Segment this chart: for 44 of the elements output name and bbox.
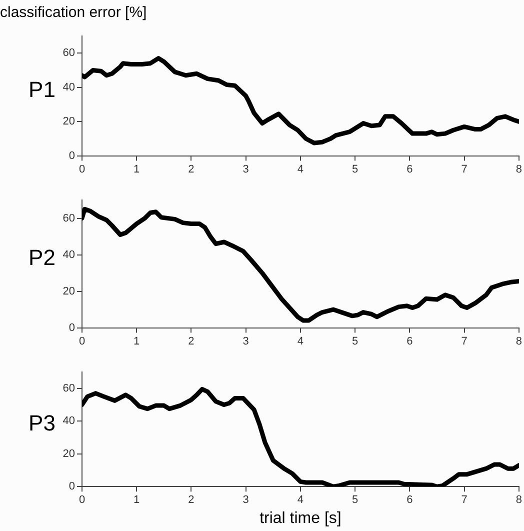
x-tick-label: 1 (134, 494, 140, 506)
x-tick-label: 5 (352, 335, 358, 348)
y-axis-title: P2 (28, 244, 56, 270)
y-tick-label: 60 (62, 382, 75, 394)
x-tick-label: 2 (188, 335, 194, 348)
x-tick-label: 4 (297, 494, 304, 506)
x-tick-label: 7 (461, 163, 468, 176)
x-tick-label: 5 (352, 163, 358, 176)
x-tick-label: 6 (406, 163, 413, 176)
y-tick-label: 0 (68, 150, 75, 162)
x-tick-label: 4 (297, 335, 304, 348)
x-tick-label: 4 (297, 163, 304, 176)
x-tick-label: 3 (242, 163, 249, 176)
x-tick-label: 2 (188, 163, 194, 176)
x-tick-label: 0 (78, 494, 86, 506)
x-tick-label: 6 (406, 335, 413, 348)
x-tick-label: 3 (242, 335, 249, 348)
chart-title: classification error [%] (0, 4, 147, 22)
x-tick-label: 5 (352, 494, 358, 506)
y-tick-label: 20 (62, 448, 75, 460)
x-tick-label: 8 (516, 335, 522, 348)
y-tick-label: 40 (62, 415, 75, 428)
x-tick-label: 8 (516, 163, 522, 176)
y-tick-label: 0 (68, 322, 75, 334)
y-tick-label: 20 (62, 116, 75, 128)
x-tick-label: 6 (406, 494, 413, 506)
y-tick-label: 20 (62, 285, 75, 298)
x-tick-label: 8 (516, 494, 522, 506)
y-tick-label: 60 (62, 212, 75, 224)
x-axis-title: trial time [s] (260, 510, 342, 527)
x-tick-label: 7 (461, 335, 468, 348)
x-tick-label: 0 (78, 335, 86, 348)
y-tick-label: 40 (62, 81, 75, 94)
x-tick-label: 2 (188, 494, 194, 506)
x-tick-label: 0 (78, 163, 86, 176)
x-tick-label: 7 (461, 494, 468, 506)
y-tick-label: 40 (62, 248, 75, 261)
y-tick-label: 0 (68, 480, 75, 493)
y-axis-title: P3 (28, 410, 56, 436)
x-tick-label: 1 (134, 163, 140, 176)
y-tick-label: 60 (62, 47, 75, 60)
x-tick-label: 3 (242, 494, 249, 506)
x-tick-label: 1 (134, 335, 140, 348)
y-axis-title: P1 (28, 76, 56, 102)
